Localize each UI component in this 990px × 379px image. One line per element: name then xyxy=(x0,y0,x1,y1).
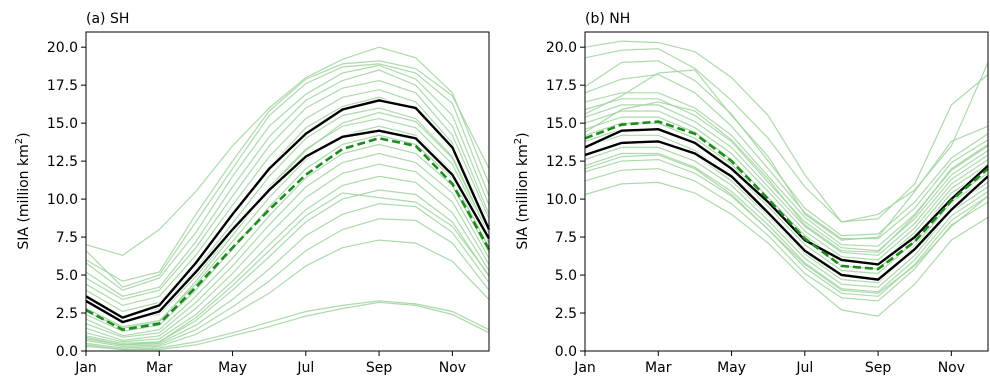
member-line xyxy=(85,111,490,329)
obs-line xyxy=(584,140,989,281)
y-axis-label: SIA (million km2) xyxy=(513,132,531,249)
y-tick-label: 5.0 xyxy=(555,268,577,284)
member-line xyxy=(85,300,490,351)
member-line xyxy=(85,79,490,301)
member-line xyxy=(85,189,490,345)
x-tick-label: May xyxy=(218,360,247,376)
x-tick-label: Jan xyxy=(573,360,596,376)
ensemble-mean-line xyxy=(85,136,491,332)
member-line xyxy=(85,163,490,342)
x-tick-label: Jul xyxy=(296,360,314,376)
plot-frame xyxy=(85,31,490,352)
obs-line-halo xyxy=(84,98,492,321)
panel-title: (b) NH xyxy=(585,11,630,27)
y-tick-label: 0.0 xyxy=(56,344,78,360)
y-axis: 0.0 2.5 5.0 7.5 10.0 12.5 15.0 17.5 20.0 xyxy=(47,40,86,360)
x-tick-label: Mar xyxy=(645,360,672,376)
y-tick-label: 15.0 xyxy=(47,116,78,132)
member-line xyxy=(584,158,989,297)
y-tick-label: 5.0 xyxy=(56,268,78,284)
member-line xyxy=(85,143,490,337)
member-line xyxy=(85,301,490,351)
mean-line xyxy=(85,136,491,332)
panel-title: (a) SH xyxy=(86,11,129,27)
member-line xyxy=(85,239,490,349)
member-line xyxy=(85,69,490,297)
x-tick-label: Nov xyxy=(938,360,965,376)
panel-nh: (b) NH 0.02.55.07.510.012.515.017.520.0 … xyxy=(513,11,990,376)
member-line xyxy=(584,152,989,293)
y-tick-label: 15.0 xyxy=(546,116,577,132)
x-tick-label: Jul xyxy=(795,360,813,376)
x-axis: Jan Mar May Jul Sep Nov xyxy=(573,351,965,376)
y-tick-label: 20.0 xyxy=(47,40,78,56)
x-tick-label: Sep xyxy=(366,360,393,376)
member-line xyxy=(584,110,989,261)
member-line xyxy=(584,48,989,223)
y-tick-label: 12.5 xyxy=(47,154,78,170)
x-tick-label: Jan xyxy=(74,360,97,376)
y-tick-label: 17.5 xyxy=(546,78,577,94)
y-tick-label: 2.5 xyxy=(56,306,78,322)
member-line xyxy=(584,146,989,288)
y-tick-label: 7.5 xyxy=(56,230,78,246)
member-line xyxy=(85,175,490,343)
member-line xyxy=(584,181,989,317)
y-tick-label: 2.5 xyxy=(555,306,577,322)
member-line xyxy=(584,60,989,237)
member-line xyxy=(85,46,490,256)
y-tick-label: 7.5 xyxy=(555,230,577,246)
y-tick-label: 10.0 xyxy=(546,192,577,208)
member-line xyxy=(85,152,490,338)
member-line xyxy=(85,203,490,346)
y-axis: 0.0 2.5 5.0 7.5 10.0 12.5 15.0 17.5 20.0 xyxy=(546,40,585,360)
y-tick-label: 20.0 xyxy=(546,40,577,56)
obs-lines xyxy=(84,98,492,325)
member-line xyxy=(85,218,490,348)
member-line xyxy=(584,101,989,253)
y-axis-label: SIA (million km2) xyxy=(14,132,32,249)
x-axis: Jan Mar May Jul Sep Nov xyxy=(74,351,466,376)
panel-sh: (a) SH 0.02.55.07.510.012.515.017.520.0 … xyxy=(14,11,492,376)
x-tick-label: Nov xyxy=(439,360,466,376)
member-line xyxy=(584,154,989,294)
member-line xyxy=(85,107,490,317)
y-tick-label: 17.5 xyxy=(47,78,78,94)
x-tick-label: Sep xyxy=(865,360,892,376)
member-line xyxy=(85,64,490,291)
obs-line xyxy=(584,127,989,266)
x-tick-label: Mar xyxy=(146,360,173,376)
member-line xyxy=(85,63,490,288)
member-line xyxy=(85,134,490,332)
member-line xyxy=(584,168,989,302)
member-line xyxy=(85,60,490,282)
member-lines xyxy=(85,46,490,351)
x-tick-label: May xyxy=(717,360,746,376)
y-tick-label: 10.0 xyxy=(47,192,78,208)
member-line xyxy=(584,116,989,266)
y-tick-label: 12.5 xyxy=(546,154,577,170)
member-line xyxy=(584,73,989,240)
member-lines xyxy=(584,40,989,317)
plot-frame xyxy=(584,31,989,352)
member-line xyxy=(85,192,490,346)
y-tick-label: 0.0 xyxy=(555,344,577,360)
obs-line xyxy=(85,99,491,319)
obs-line xyxy=(85,129,491,324)
member-line xyxy=(85,89,490,307)
obs-lines xyxy=(584,126,990,282)
member-line xyxy=(584,69,989,241)
member-line xyxy=(584,92,989,247)
member-line xyxy=(584,104,989,256)
